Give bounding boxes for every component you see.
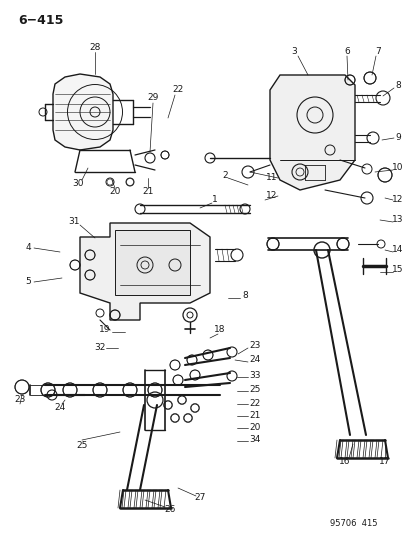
- Text: 12: 12: [392, 196, 403, 205]
- Text: 21: 21: [249, 410, 260, 419]
- Polygon shape: [53, 74, 113, 150]
- Bar: [115, 230, 190, 295]
- Text: 6−415: 6−415: [18, 14, 63, 27]
- Text: 34: 34: [249, 435, 260, 445]
- Text: 23: 23: [14, 395, 26, 405]
- Text: 23: 23: [249, 341, 260, 350]
- Text: 8: 8: [394, 80, 400, 90]
- Text: 8: 8: [242, 290, 247, 300]
- Text: 15: 15: [391, 265, 403, 274]
- Text: 25: 25: [249, 385, 260, 394]
- Polygon shape: [269, 75, 354, 190]
- Text: 22: 22: [172, 85, 183, 94]
- Polygon shape: [80, 223, 209, 320]
- Text: 22: 22: [249, 399, 260, 408]
- Text: 26: 26: [164, 505, 175, 514]
- Text: 19: 19: [99, 326, 111, 335]
- Text: 28: 28: [89, 44, 100, 52]
- Text: 20: 20: [249, 423, 260, 432]
- Text: 24: 24: [54, 403, 66, 413]
- Text: 11: 11: [266, 174, 277, 182]
- Text: 5: 5: [25, 278, 31, 287]
- Text: 13: 13: [391, 215, 403, 224]
- Text: 27: 27: [194, 494, 205, 503]
- Text: 10: 10: [391, 164, 403, 173]
- Text: 18: 18: [214, 326, 225, 335]
- Text: 33: 33: [249, 370, 260, 379]
- Text: 20: 20: [109, 188, 121, 197]
- Text: 32: 32: [94, 343, 105, 352]
- Text: 4: 4: [25, 244, 31, 253]
- Text: 21: 21: [142, 188, 153, 197]
- Text: 9: 9: [394, 133, 400, 142]
- Text: 6: 6: [343, 47, 349, 56]
- Text: 17: 17: [378, 457, 390, 466]
- Text: 95706  415: 95706 415: [329, 520, 377, 529]
- Text: 2: 2: [222, 171, 227, 180]
- Text: 24: 24: [249, 356, 260, 365]
- Text: 30: 30: [72, 179, 83, 188]
- Text: 25: 25: [76, 440, 88, 449]
- Text: 31: 31: [68, 217, 80, 227]
- Text: 14: 14: [392, 246, 403, 254]
- Text: 12: 12: [266, 191, 277, 200]
- Text: 16: 16: [338, 457, 350, 466]
- Text: 3: 3: [290, 47, 296, 56]
- Text: 29: 29: [147, 93, 158, 102]
- Text: 7: 7: [374, 47, 380, 56]
- Text: 1: 1: [211, 196, 217, 205]
